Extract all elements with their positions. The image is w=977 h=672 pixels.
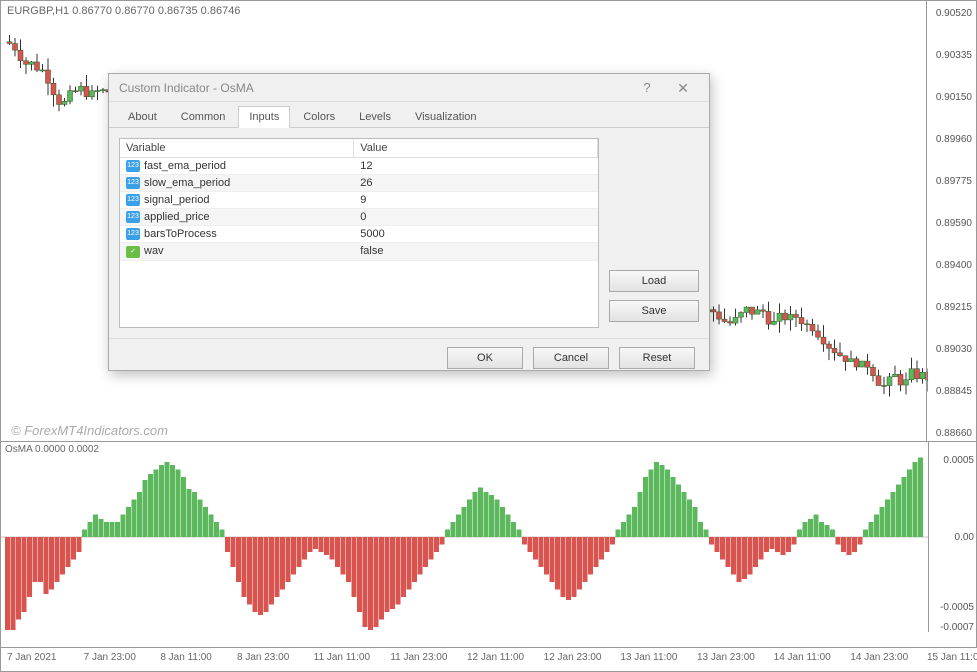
ok-button[interactable]: OK [447,347,523,369]
price-tick: 0.90150 [936,92,972,103]
tab-common[interactable]: Common [170,106,237,127]
variable-value[interactable]: 12 [354,158,598,174]
integer-icon: 123 [126,228,140,240]
time-tick: 12 Jan 23:00 [544,652,602,663]
price-tick: 0.89030 [936,344,972,355]
variable-name: barsToProcess [144,228,217,240]
price-tick: 0.89775 [936,176,972,187]
variable-value[interactable]: 9 [354,192,598,208]
dialog-title-text: Custom Indicator - OsMA [119,81,254,95]
variable-value[interactable]: 5000 [354,226,598,242]
input-row[interactable]: 123 applied_price 0 [120,209,598,226]
osma-tick: -0.0007 [940,622,974,633]
variable-name: fast_ema_period [144,160,226,172]
time-tick: 7 Jan 23:00 [84,652,136,663]
save-button[interactable]: Save [609,300,699,322]
input-row[interactable]: 123 barsToProcess 5000 [120,226,598,243]
price-tick: 0.90520 [936,8,972,19]
price-tick: 0.89590 [936,218,972,229]
variable-name: wav [144,245,164,257]
indicator-settings-dialog: Custom Indicator - OsMA ? ✕ AboutCommonI… [108,73,710,371]
price-y-axis: 0.90520 0.90335 0.90150 0.89960 0.89775 0.895… [926,1,976,441]
osma-tick: 0.0005 [943,455,974,466]
tab-inputs[interactable]: Inputs [238,106,290,128]
integer-icon: 123 [126,177,140,189]
integer-icon: 123 [126,194,140,206]
osma-tick: 0.00 [955,532,974,543]
variable-value[interactable]: false [354,243,598,259]
help-icon[interactable]: ? [635,76,659,100]
column-value-header: Value [354,139,598,157]
reset-button[interactable]: Reset [619,347,695,369]
time-tick: 13 Jan 23:00 [697,652,755,663]
dialog-body: Variable Value 123 fast_ema_period 12 123 sl… [109,128,709,338]
input-row[interactable]: 123 slow_ema_period 26 [120,175,598,192]
price-tick: 0.90335 [936,50,972,61]
variable-name: slow_ema_period [144,177,230,189]
time-tick: 7 Jan 2021 [7,652,57,663]
time-x-axis: 7 Jan 2021 7 Jan 23:00 8 Jan 11:00 8 Jan 23… [1,647,977,671]
variable-name: applied_price [144,211,209,223]
time-tick: 12 Jan 11:00 [467,652,524,663]
osma-tick: -0.0005 [940,602,974,613]
load-button[interactable]: Load [609,270,699,292]
variable-value[interactable]: 26 [354,175,598,191]
input-row[interactable]: 123 fast_ema_period 12 [120,158,598,175]
price-tick: 0.89960 [936,134,972,145]
time-tick: 8 Jan 23:00 [237,652,289,663]
tab-visualization[interactable]: Visualization [404,106,488,127]
side-buttons: Load Save [609,138,699,322]
dialog-title-bar[interactable]: Custom Indicator - OsMA ? ✕ [109,74,709,102]
osma-indicator-panel[interactable]: OsMA 0.0000 0.0002 0.00050.00-0.0005-0.0… [1,441,977,649]
osma-y-axis: 0.0005 0.00 -0.0005 -0.0007 [928,442,977,632]
inputs-table[interactable]: Variable Value 123 fast_ema_period 12 123 sl… [119,138,599,328]
time-tick: 13 Jan 11:00 [620,652,677,663]
integer-icon: 123 [126,160,140,172]
price-tick: 0.88845 [936,386,972,397]
time-tick: 11 Jan 11:00 [314,652,370,663]
inputs-table-header: Variable Value [120,139,598,158]
input-row[interactable]: 123 signal_period 9 [120,192,598,209]
bool-icon: ✓ [126,246,140,258]
dialog-footer: OK Cancel Reset [109,338,709,377]
integer-icon: 123 [126,211,140,223]
osma-histogram-svg [1,442,928,630]
time-tick: 14 Jan 11:00 [774,652,831,663]
tab-about[interactable]: About [117,106,168,127]
dialog-tabs: AboutCommonInputsColorsLevelsVisualizati… [109,102,709,128]
tab-colors[interactable]: Colors [292,106,346,127]
time-tick: 8 Jan 11:00 [160,652,212,663]
time-tick: 14 Jan 23:00 [850,652,908,663]
tab-levels[interactable]: Levels [348,106,402,127]
close-icon[interactable]: ✕ [663,76,703,100]
price-tick: 0.89215 [936,302,972,313]
cancel-button[interactable]: Cancel [533,347,609,369]
time-tick: 15 Jan 11:00 [927,652,977,663]
time-tick: 11 Jan 23:00 [390,652,447,663]
input-row[interactable]: ✓ wav false [120,243,598,260]
price-tick: 0.89400 [936,260,972,271]
column-variable-header: Variable [120,139,354,157]
variable-name: signal_period [144,194,209,206]
variable-value[interactable]: 0 [354,209,598,225]
price-tick: 0.88660 [936,428,972,439]
